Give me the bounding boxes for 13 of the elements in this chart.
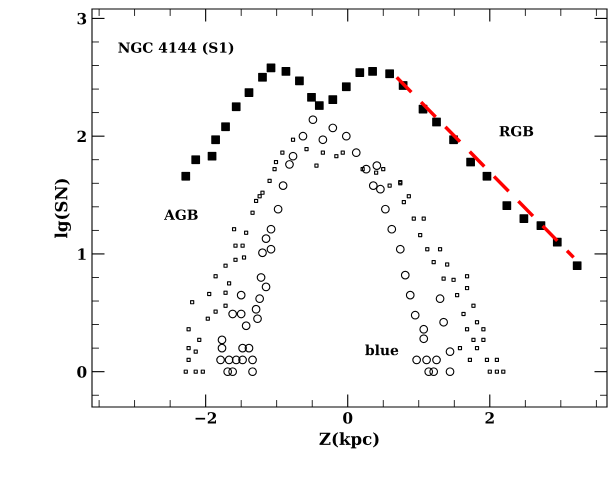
annotation: AGB bbox=[164, 209, 198, 220]
y-axis-title: lg(SN) bbox=[54, 179, 71, 238]
annotation: NGC 4144 (S1) bbox=[118, 42, 234, 55]
annotation: blue bbox=[365, 344, 398, 356]
y-tick-label: 0 bbox=[77, 366, 86, 378]
y-tick-label: 2 bbox=[78, 130, 86, 142]
y-tick-label: 1 bbox=[78, 248, 86, 260]
annotation: RGB bbox=[500, 126, 534, 136]
x-tick-label: 0 bbox=[343, 412, 352, 424]
x-tick-label: 2 bbox=[486, 412, 494, 424]
x-axis-title: Z(kpc) bbox=[319, 432, 379, 448]
x-tick-label: −2 bbox=[196, 412, 216, 424]
y-tick-label: 3 bbox=[78, 12, 86, 24]
